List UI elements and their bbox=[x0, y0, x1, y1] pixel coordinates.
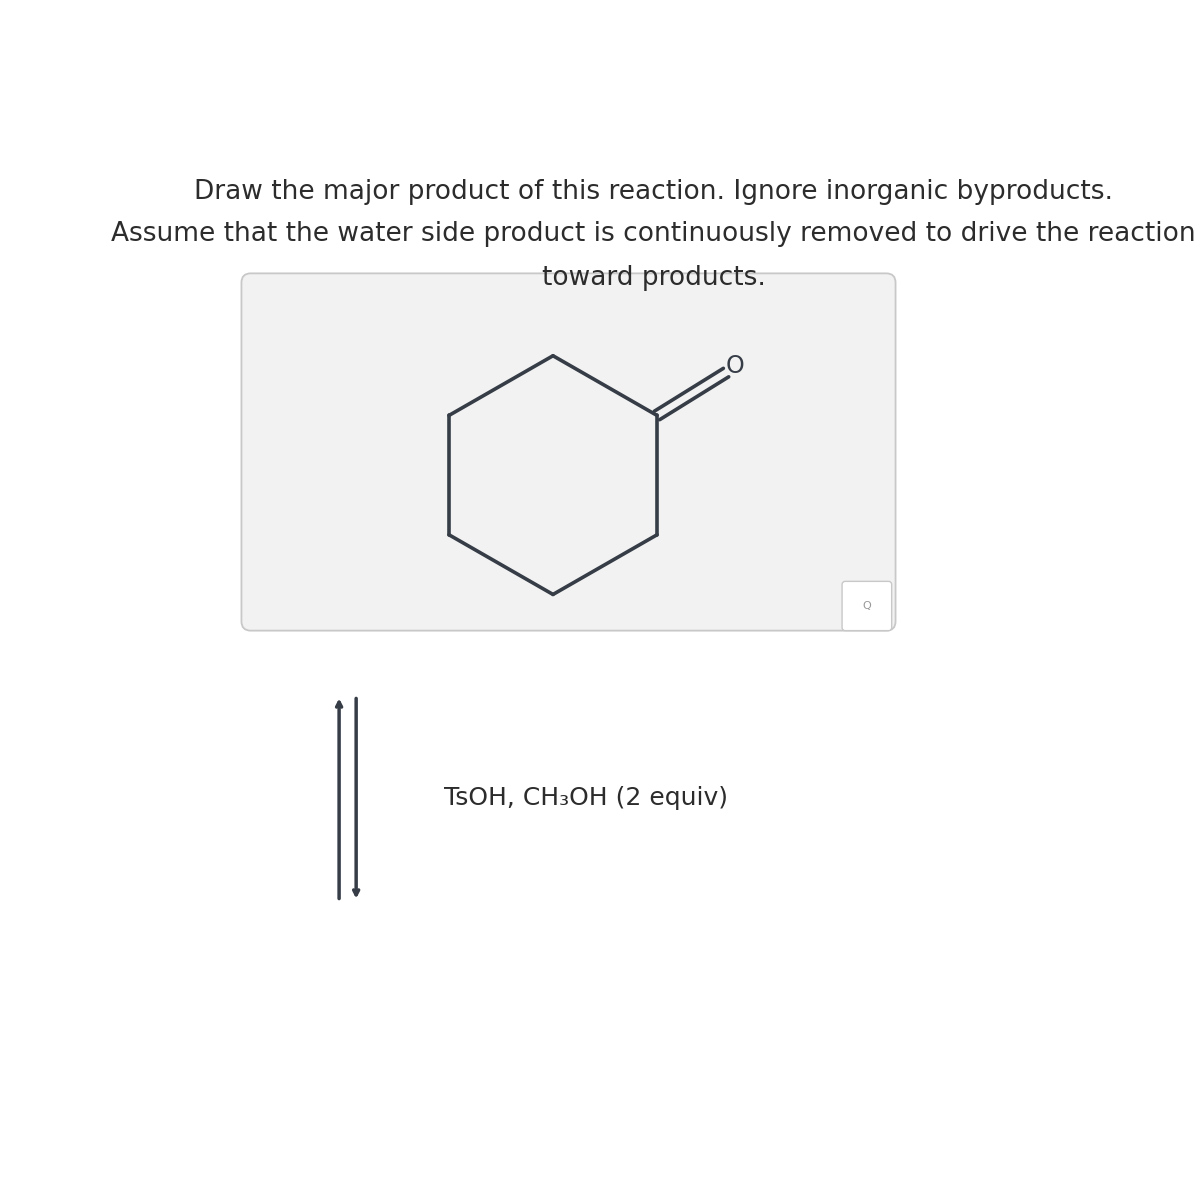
Text: toward products.: toward products. bbox=[542, 265, 766, 290]
FancyBboxPatch shape bbox=[842, 581, 892, 631]
Text: O: O bbox=[726, 354, 745, 378]
FancyBboxPatch shape bbox=[241, 274, 895, 631]
Text: Q: Q bbox=[863, 601, 871, 611]
Text: Assume that the water side product is continuously removed to drive the reaction: Assume that the water side product is co… bbox=[112, 221, 1196, 247]
Text: Draw the major product of this reaction. Ignore inorganic byproducts.: Draw the major product of this reaction.… bbox=[194, 179, 1114, 205]
Text: TsOH, CH₃OH (2 equiv): TsOH, CH₃OH (2 equiv) bbox=[444, 786, 728, 810]
